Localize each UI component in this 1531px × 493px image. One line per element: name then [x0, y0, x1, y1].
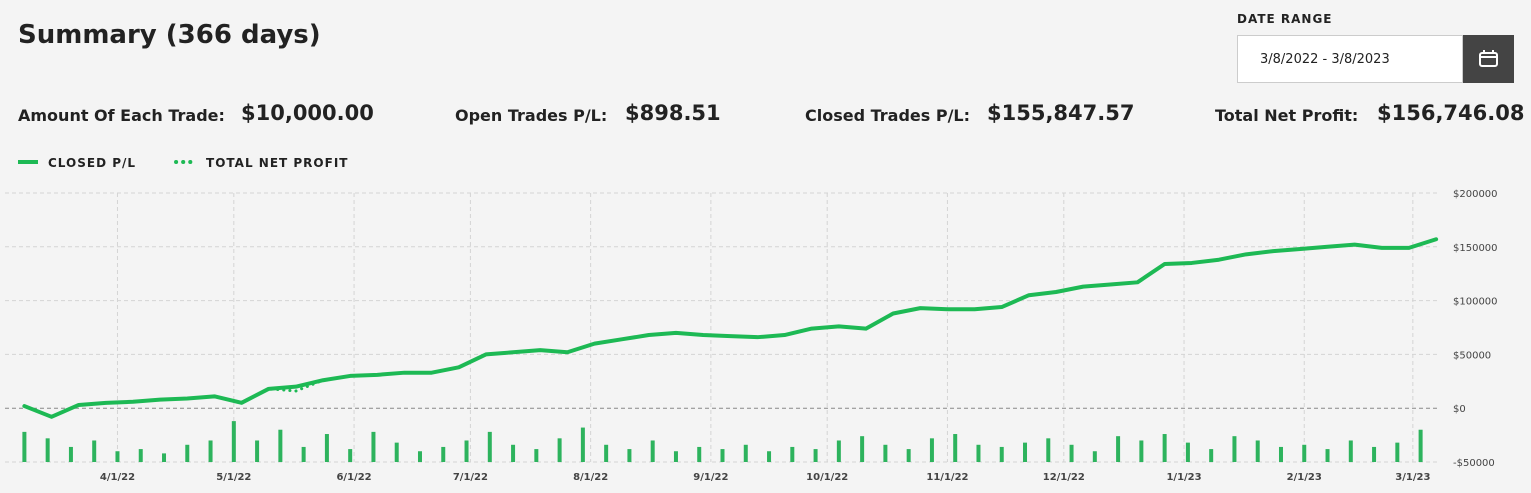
bar [1255, 440, 1260, 462]
date-range-label: DATE RANGE [1237, 12, 1333, 26]
x-tick-label: 1/1/23 [1166, 472, 1201, 483]
bar [511, 444, 516, 462]
bar [278, 429, 283, 462]
x-tick-label: 11/1/22 [926, 472, 968, 483]
legend-label: CLOSED P/L [48, 156, 136, 170]
calendar-button[interactable] [1463, 35, 1514, 83]
bar [1325, 449, 1330, 462]
bar [1395, 442, 1400, 462]
stat-label: Open Trades P/L: [455, 106, 608, 125]
x-tick-label: 10/1/22 [806, 472, 848, 483]
bar [301, 446, 306, 462]
legend-label: TOTAL NET PROFIT [206, 156, 348, 170]
bar [1185, 442, 1190, 462]
x-tick-label: 9/1/22 [693, 472, 728, 483]
bar [883, 444, 888, 462]
bar [22, 431, 27, 462]
bar [906, 449, 911, 462]
y-tick-label: $0 [1453, 404, 1466, 415]
bar [1232, 436, 1237, 462]
bar [185, 444, 190, 462]
bar [394, 442, 399, 462]
bar [1372, 446, 1377, 462]
x-tick-label: 6/1/22 [336, 472, 371, 483]
bar [767, 451, 772, 462]
bar [138, 449, 143, 462]
bar [162, 453, 167, 462]
y-tick-label: $100000 [1453, 297, 1498, 308]
bar [534, 449, 539, 462]
bar [790, 446, 795, 462]
stat-label: Total Net Profit: [1215, 106, 1359, 125]
bar [976, 444, 981, 462]
x-tick-label: 7/1/22 [453, 472, 488, 483]
bar [720, 449, 725, 462]
stat-value: $10,000.00 [241, 101, 374, 125]
bar [1418, 429, 1423, 462]
bar [92, 440, 97, 462]
bar [68, 446, 73, 462]
bar [1046, 438, 1051, 462]
y-tick-label: $50000 [1453, 350, 1491, 361]
title: Summary (366 days) [18, 20, 321, 50]
bar [1162, 434, 1167, 462]
bar [813, 449, 818, 462]
bar [929, 438, 934, 462]
bar [650, 440, 655, 462]
bar [743, 444, 748, 462]
bar [1209, 449, 1214, 462]
line [22, 237, 1438, 419]
bar [441, 446, 446, 462]
bar [348, 449, 353, 462]
bar [417, 451, 422, 462]
bar [697, 446, 702, 462]
legend: CLOSED P/L TOTAL NET PROFIT [18, 156, 348, 170]
date-range-input[interactable]: 3/8/2022 - 3/8/2023 [1237, 35, 1463, 83]
bar [1348, 440, 1353, 462]
bar [45, 438, 50, 462]
bar [1092, 451, 1097, 462]
bar [1069, 444, 1074, 462]
bar [324, 434, 329, 462]
bar [580, 427, 585, 462]
stat-value: $155,847.57 [987, 101, 1135, 125]
bar [604, 444, 609, 462]
bar [115, 451, 120, 462]
bar [627, 449, 632, 462]
bar [371, 431, 376, 462]
bar [231, 421, 236, 462]
y-tick-label: -$50000 [1453, 458, 1495, 469]
bar [557, 438, 562, 462]
bar [1023, 442, 1028, 462]
bar [464, 440, 469, 462]
chart: -$50000 $0 $50000 $100000 $150000 $200000 4/1/… [5, 189, 1498, 483]
bar [487, 431, 492, 462]
stat-label: Closed Trades P/L: [805, 106, 971, 125]
bar [860, 436, 865, 462]
x-tick-label: 3/1/23 [1395, 472, 1430, 483]
line [22, 237, 1439, 419]
stat-value: $898.51 [625, 101, 721, 125]
bar [673, 451, 678, 462]
calendar-icon [1479, 50, 1498, 67]
bar [208, 440, 213, 462]
bar [953, 434, 958, 462]
x-tick-label: 5/1/22 [216, 472, 251, 483]
x-tick-label: 4/1/22 [100, 472, 135, 483]
bar [255, 440, 260, 462]
bar [1278, 446, 1283, 462]
x-tick-label: 8/1/22 [573, 472, 608, 483]
stat-value: $156,746.08 [1377, 101, 1525, 125]
stat-label: Amount Of Each Trade: [18, 106, 225, 125]
bar [1302, 444, 1307, 462]
bar [1139, 440, 1144, 462]
y-tick-label: $200000 [1453, 189, 1498, 200]
bar [999, 446, 1004, 462]
bar [836, 440, 841, 462]
bar [1116, 436, 1121, 462]
y-tick-label: $150000 [1453, 243, 1498, 254]
x-tick-label: 12/1/22 [1043, 472, 1085, 483]
x-tick-label: 2/1/23 [1287, 472, 1322, 483]
